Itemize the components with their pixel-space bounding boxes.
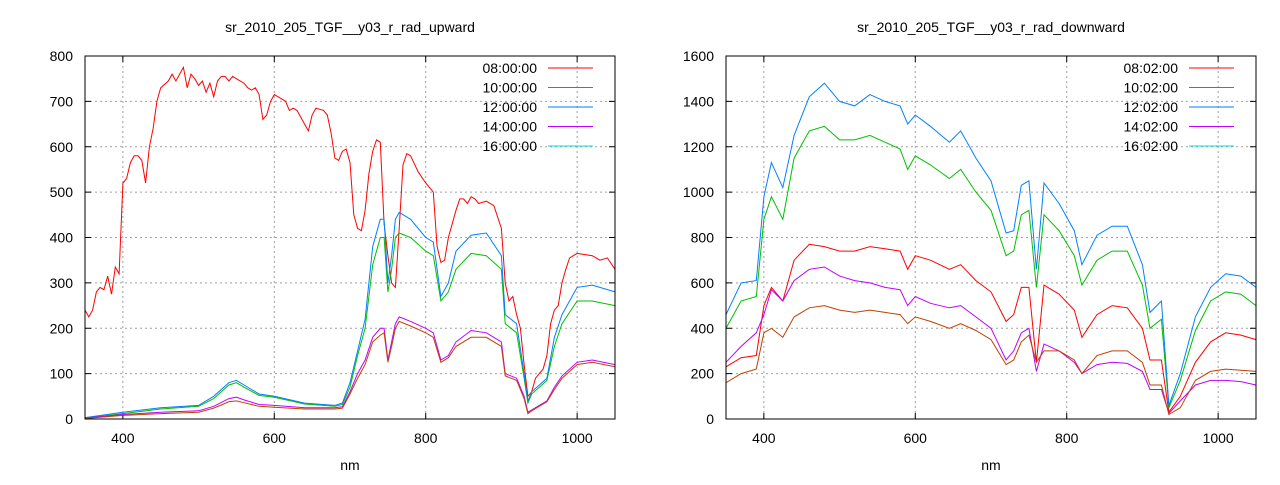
y-tick-label: 1200 [683, 139, 714, 155]
legend-label: 16:02:00 [1124, 138, 1179, 154]
series-line-08:02:00 [725, 243, 1257, 414]
x-axis-label: nm [340, 457, 359, 473]
y-tick-label: 300 [50, 275, 74, 291]
x-tick-label: 400 [752, 430, 776, 446]
x-tick-label: 1000 [1203, 430, 1234, 446]
chart-title: sr_2010_205_TGF__y03_r_rad_upward [225, 19, 475, 35]
series-line-08:00:00 [84, 65, 616, 398]
plot-frame [725, 55, 1257, 420]
series-line-16:02:00 [725, 305, 1257, 416]
legend-label: 12:02:00 [1124, 99, 1179, 115]
series-line-12:02:00 [725, 82, 1257, 406]
legend-label: 10:02:00 [1124, 80, 1179, 96]
y-tick-label: 400 [691, 320, 715, 336]
y-tick-label: 500 [50, 184, 74, 200]
legend-label: 08:00:00 [483, 60, 538, 76]
x-tick-label: 800 [1055, 430, 1079, 446]
legend-label: 10:00:00 [483, 80, 538, 96]
x-tick-label: 600 [263, 430, 287, 446]
x-tick-label: 1000 [562, 430, 593, 446]
y-tick-label: 200 [691, 366, 715, 382]
plot-0: 400 600 800 1000 0 100 200 300 400 500 600 700 800 08… [50, 19, 616, 473]
legend-label: 16:00:00 [483, 138, 538, 154]
legend-label: 14:02:00 [1124, 119, 1179, 135]
y-tick-label: 0 [65, 411, 73, 427]
y-tick-label: 600 [691, 275, 715, 291]
y-tick-label: 800 [691, 230, 715, 246]
x-tick-label: 800 [414, 430, 438, 446]
y-tick-label: 100 [50, 366, 74, 382]
legend-label: 12:00:00 [483, 99, 538, 115]
y-tick-label: 700 [50, 93, 74, 109]
y-tick-label: 1000 [683, 184, 714, 200]
series-line-16:00:00 [84, 320, 616, 419]
series-line-14:00:00 [84, 316, 616, 419]
x-axis-label: nm [981, 457, 1000, 473]
chart-title: sr_2010_205_TGF__y03_r_rad_downward [857, 19, 1125, 35]
series-line-14:02:00 [725, 266, 1257, 415]
plot-1: 400 600 800 1000 0 200 400 600 800 1000 1200 1400 16… [683, 19, 1257, 473]
x-tick-label: 600 [904, 430, 928, 446]
y-tick-label: 200 [50, 320, 74, 336]
y-tick-label: 1600 [683, 48, 714, 64]
legend-label: 08:02:00 [1124, 60, 1179, 76]
y-tick-label: 800 [50, 48, 74, 64]
series-line-10:02:00 [725, 125, 1257, 408]
legend-label: 14:00:00 [483, 119, 538, 135]
x-tick-label: 400 [111, 430, 135, 446]
y-tick-label: 600 [50, 139, 74, 155]
series-line-10:00:00 [84, 232, 616, 419]
y-tick-label: 400 [50, 230, 74, 246]
y-tick-label: 1400 [683, 93, 714, 109]
y-tick-label: 0 [706, 411, 714, 427]
plot-frame [84, 55, 616, 420]
series-line-12:00:00 [84, 211, 616, 419]
